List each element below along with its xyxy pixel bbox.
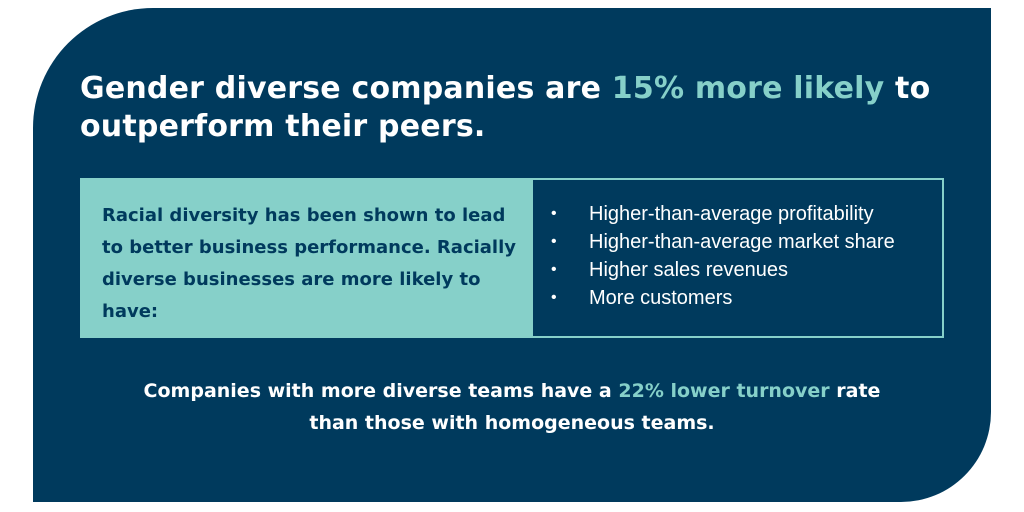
racial-diversity-panel: Racial diversity has been shown to lead … bbox=[80, 178, 944, 338]
benefit-item: • Higher sales revenues bbox=[533, 256, 942, 284]
benefits-list: • Higher-than-average profitability • High… bbox=[533, 200, 942, 312]
benefit-text: Higher-than-average market share bbox=[589, 231, 895, 253]
turnover-statement: Companies with more diverse teams have a… bbox=[33, 375, 991, 439]
headline-text-start: Gender diverse companies are bbox=[80, 71, 612, 106]
bullet-icon: • bbox=[551, 205, 557, 222]
racial-diversity-intro: Racial diversity has been shown to lead … bbox=[80, 178, 533, 338]
turnover-line-1: Companies with more diverse teams have a… bbox=[33, 375, 991, 407]
headline: Gender diverse companies are 15% more li… bbox=[80, 70, 960, 146]
turnover-text-end: rate bbox=[829, 380, 881, 402]
benefit-item: • Higher-than-average profitability bbox=[533, 200, 942, 228]
benefit-item: • Higher-than-average market share bbox=[533, 228, 942, 256]
bullet-icon: • bbox=[551, 261, 557, 278]
headline-text-end: to outperform their peers. bbox=[80, 71, 931, 144]
benefit-text: More customers bbox=[589, 287, 733, 309]
benefit-text: Higher sales revenues bbox=[589, 259, 788, 281]
benefits-box: • Higher-than-average profitability • High… bbox=[533, 178, 944, 338]
benefit-text: Higher-than-average profitability bbox=[589, 203, 874, 225]
turnover-line-2: than those with homogeneous teams. bbox=[309, 412, 715, 434]
turnover-highlight: 22% lower turnover bbox=[618, 380, 830, 402]
headline-highlight: 15% more likely bbox=[611, 71, 885, 106]
infographic-card: Gender diverse companies are 15% more li… bbox=[33, 8, 991, 502]
benefit-item: • More customers bbox=[533, 284, 942, 312]
bullet-icon: • bbox=[551, 233, 557, 250]
bullet-icon: • bbox=[551, 289, 557, 306]
turnover-text-start: Companies with more diverse teams have a bbox=[143, 380, 619, 402]
